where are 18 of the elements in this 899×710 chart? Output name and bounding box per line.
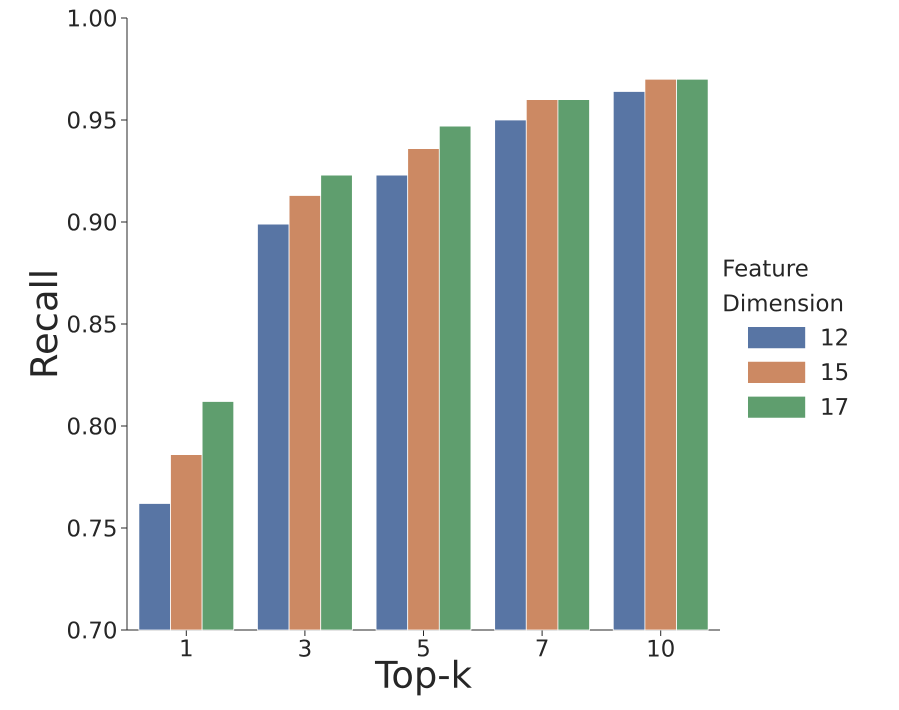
x-axis-title: Top-k bbox=[374, 660, 472, 696]
x-tick-label: 7 bbox=[536, 640, 548, 656]
legend-label: 17 bbox=[822, 398, 848, 415]
x-tick-label: 3 bbox=[299, 640, 310, 657]
y-axis-title: Recall bbox=[29, 272, 58, 376]
y-tick-label: 0.95 bbox=[68, 111, 116, 129]
y-tick-label: 0.85 bbox=[68, 315, 116, 333]
legend-title: Feature Dimension bbox=[724, 260, 842, 312]
y-tick-label: 0.70 bbox=[68, 621, 116, 639]
legend-label: 12 bbox=[822, 328, 847, 346]
legend-label: 15 bbox=[822, 363, 848, 380]
y-tick-label: 0.75 bbox=[68, 519, 116, 537]
x-tick-label: 5 bbox=[418, 640, 429, 657]
y-tick-label: 0.90 bbox=[68, 213, 116, 231]
x-tick-label: 1 bbox=[182, 640, 192, 656]
x-tick-label: 10 bbox=[648, 640, 674, 657]
y-tick-label: 0.80 bbox=[68, 417, 116, 435]
y-tick-label: 1.00 bbox=[68, 9, 116, 27]
